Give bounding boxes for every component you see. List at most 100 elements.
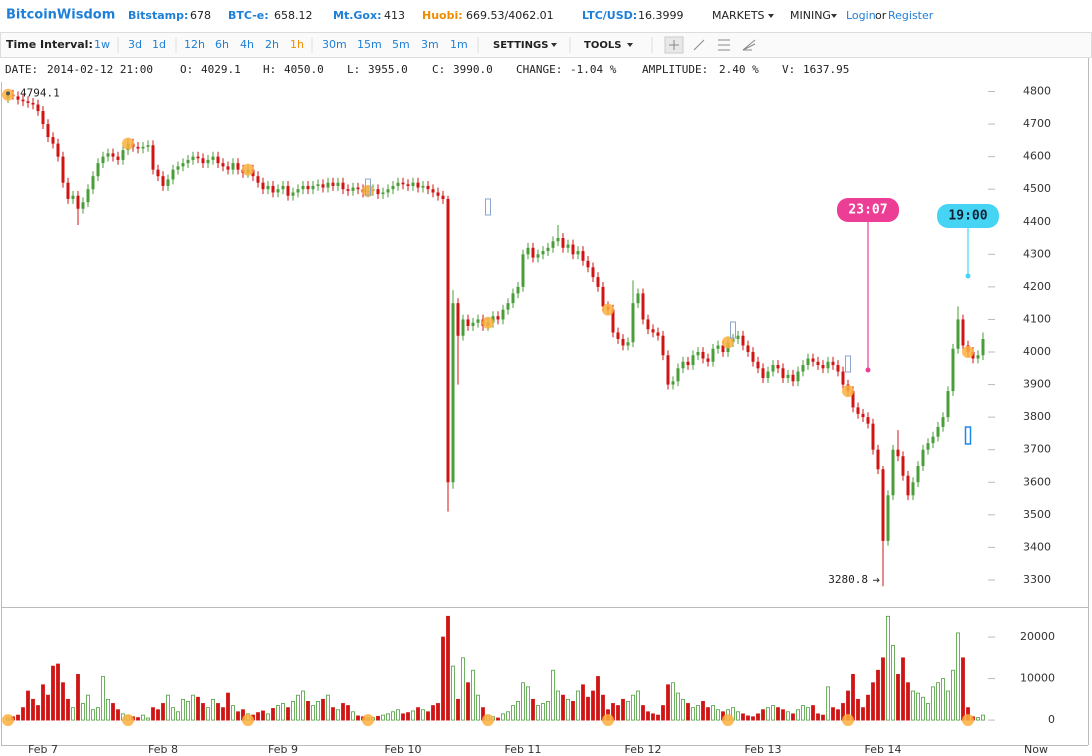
info-label: AMPLITUDE: [642,63,708,76]
volume-bar [521,682,525,721]
volume-bar [161,703,165,721]
interval-button[interactable]: 5m [392,38,410,51]
event-marker-volume[interactable] [242,714,254,727]
event-marker-volume[interactable] [722,714,734,727]
candle-body [766,371,770,379]
volume-bar [946,690,950,721]
candle-body [616,332,620,339]
ticker-name[interactable]: Mt.Gox: [333,9,381,22]
volume-bar [916,692,920,721]
interval-button[interactable]: 1d [152,38,166,51]
interval-button[interactable]: 12h [184,38,205,51]
volume-bar [346,705,350,721]
volume-bar [21,707,25,721]
interval-button[interactable]: 3d [128,38,142,51]
note-marker[interactable] [365,178,371,196]
candle-body [236,163,240,170]
volume-bar [671,682,675,721]
volume-bar [551,669,555,721]
ticker-name[interactable]: Huobi: [422,9,463,22]
event-marker-volume[interactable] [122,714,134,727]
tools-menu[interactable]: TOOLS [584,40,621,51]
event-marker[interactable] [722,336,734,349]
note-marker[interactable] [845,355,851,373]
event-marker-volume[interactable] [602,714,614,727]
interval-button[interactable]: 2h [265,38,279,51]
candle-body [821,365,825,369]
candle-body [376,189,380,195]
volume-bar [651,713,655,721]
candle-body [526,247,530,255]
candle-body [156,169,160,177]
event-marker-volume[interactable] [482,714,494,727]
menu[interactable]: MINING [790,9,831,22]
candle-body [706,358,710,362]
volume-bar [271,708,275,721]
candle-body [516,286,520,294]
interval-button[interactable]: 1h [290,38,304,51]
event-marker[interactable] [602,303,614,316]
volume-bar [261,710,265,721]
candle-body [421,185,425,188]
interval-button[interactable]: 1m [450,38,468,51]
candle-body [911,482,915,496]
candle-body [596,277,600,287]
separators [117,37,653,53]
candle-body [316,184,320,186]
volume-bar [96,707,100,721]
note-marker[interactable] [730,321,736,339]
settings-menu[interactable]: SETTINGS [493,40,548,51]
candle-body [281,185,285,190]
candle-body [851,391,855,408]
note-marker[interactable] [964,426,972,445]
interval-button[interactable]: 3m [421,38,439,51]
candle-body [961,319,965,346]
event-marker-volume[interactable] [962,714,974,727]
ticker-name[interactable]: BTC-e: [228,9,269,22]
brand[interactable]: BitcoinWisdom [6,8,115,23]
ticker-name[interactable]: LTC/USD: [582,9,637,22]
event-marker[interactable] [242,163,254,176]
volume-bar [501,713,505,721]
ticker-name[interactable]: Bitstamp: [128,9,188,22]
volume-bar [976,717,980,721]
event-marker-volume[interactable] [362,714,374,727]
volume-bar [786,711,790,721]
y-tick-label: 3600 [1023,475,1051,488]
volume-bar [386,713,390,721]
volume-bar [556,690,560,721]
note-marker[interactable] [485,198,491,216]
interval-button[interactable]: 15m [357,38,382,51]
volume-bar [141,714,145,721]
event-marker[interactable] [842,385,854,398]
volume-bar [316,701,320,721]
candle-body [346,189,350,191]
volume-bar [26,690,30,721]
candle-body [451,303,455,483]
menu[interactable]: MARKETS [712,9,765,22]
info-value: 2.40 % [719,63,759,76]
candle-body [881,469,885,541]
volume-bar [871,682,875,721]
register-link[interactable]: Register [888,9,934,22]
ticker-price: 678 [190,9,211,22]
candle-body [426,185,430,190]
annotation-bubble[interactable] [837,198,899,222]
interval-button[interactable]: 6h [215,38,229,51]
interval-button[interactable]: 1w [94,38,110,51]
login-link[interactable]: Login [846,9,876,22]
interval-button[interactable]: 4h [240,38,254,51]
event-marker-volume[interactable] [842,714,854,727]
event-marker-volume[interactable] [2,714,14,727]
event-marker[interactable] [482,316,494,329]
x-tick-label: Feb 10 [385,743,422,756]
y-tick-label: 4700 [1023,117,1051,130]
info-value: 2014-02-12 21:00 [47,63,153,76]
draw-tools[interactable] [664,36,756,54]
event-marker[interactable] [122,137,134,150]
annotation-bubble[interactable] [937,204,999,228]
info-value: 4050.0 [284,63,324,76]
event-marker[interactable] [962,346,974,359]
volume-bar [186,701,190,721]
interval-button[interactable]: 30m [322,38,347,51]
